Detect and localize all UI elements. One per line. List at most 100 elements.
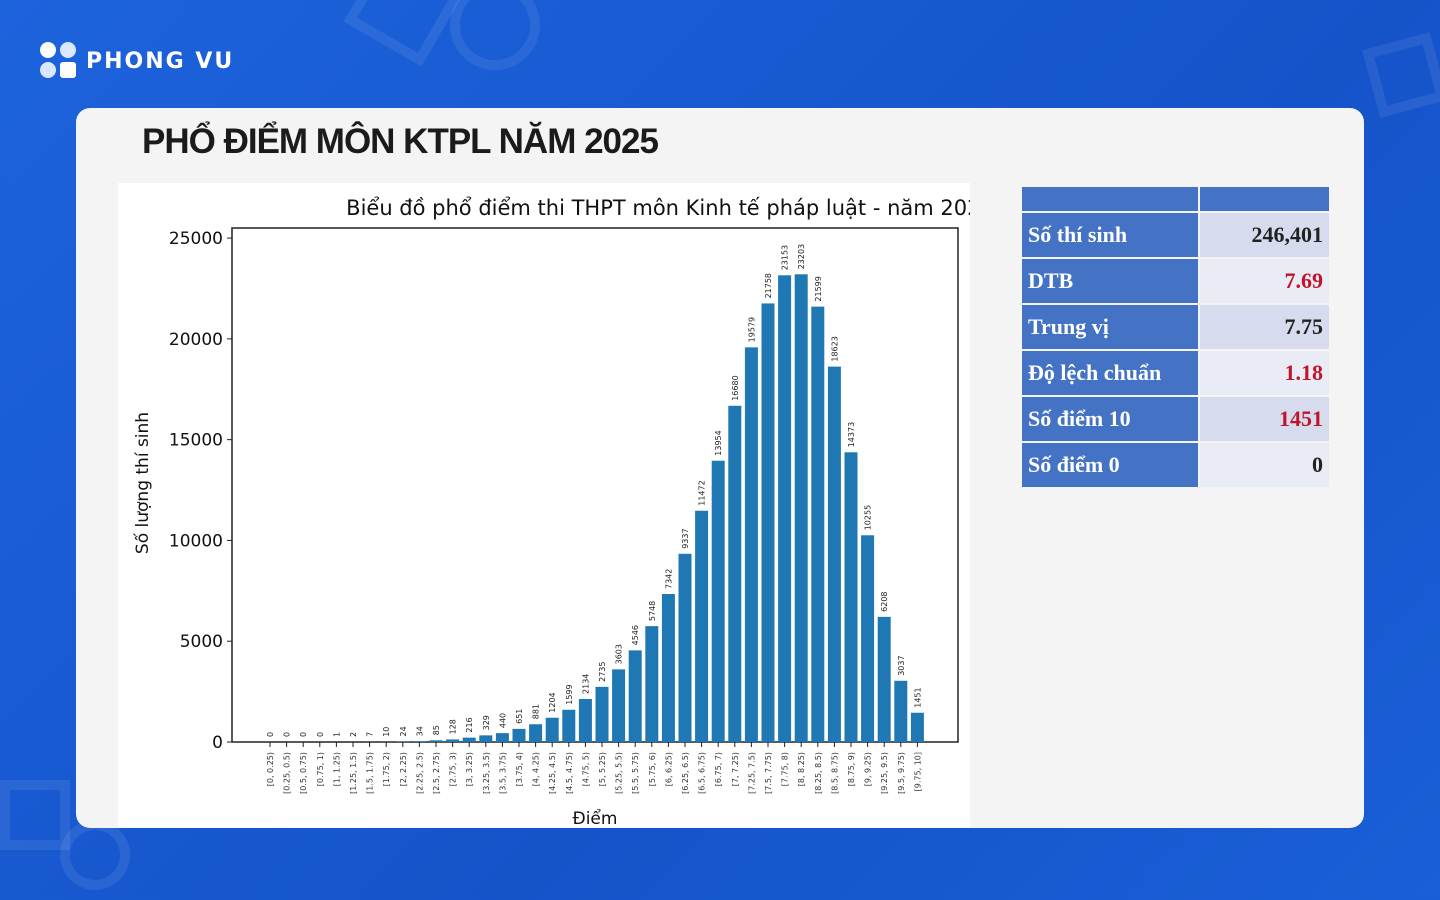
bar-value-label: 2	[349, 732, 358, 737]
bar	[811, 306, 825, 742]
x-tick-label: [5, 5.25)	[598, 752, 607, 786]
stat-value: 1.18	[1200, 351, 1329, 395]
bar	[744, 347, 758, 742]
bar	[728, 405, 742, 742]
histogram-chart: Biểu đồ phổ điểm thi THPT môn Kinh tế ph…	[132, 196, 994, 828]
x-tick-label: [6.5, 6.75)	[698, 752, 707, 794]
x-tick-label: [0.25, 0.5)	[283, 752, 292, 794]
x-tick-label: [7.75, 8)	[781, 752, 790, 786]
bar-value-label: 10255	[864, 505, 873, 530]
x-tick-label: [8.25, 8.5)	[814, 752, 823, 794]
table-row: DTB 7.69	[1022, 259, 1329, 303]
bar	[628, 650, 642, 742]
decor-square	[1362, 32, 1440, 118]
stat-label: Số điểm 10	[1022, 397, 1198, 441]
x-tick-label: [1.25, 1.5)	[349, 752, 358, 794]
stat-label: DTB	[1022, 259, 1198, 303]
header-cell	[1022, 187, 1198, 211]
bar-value-label: 440	[498, 713, 507, 728]
bar	[695, 510, 709, 742]
bar-value-label: 16680	[731, 375, 740, 400]
bar	[446, 739, 460, 742]
bar-value-label: 21758	[764, 273, 773, 298]
bar	[562, 709, 576, 742]
bar	[479, 735, 493, 742]
bar-value-label: 23153	[781, 245, 790, 270]
bar	[545, 717, 559, 742]
stat-label: Độ lệch chuẩn	[1022, 351, 1198, 395]
x-tick-label: [4.25, 4.5)	[548, 752, 557, 794]
bar-value-label: 19579	[747, 317, 756, 342]
x-tick-label: [7.25, 7.5)	[747, 752, 756, 794]
x-tick-label: [9.25, 9.5)	[880, 752, 889, 794]
bar	[529, 724, 543, 742]
stat-label: Số điểm 0	[1022, 443, 1198, 487]
stat-value: 246,401	[1200, 213, 1329, 257]
decor-circle	[60, 820, 130, 890]
y-tick-label: 10000	[169, 531, 223, 551]
x-tick-label: [1, 1.25)	[332, 752, 341, 786]
stat-value: 0	[1200, 443, 1329, 487]
x-tick-label: [3.5, 3.75)	[498, 752, 507, 794]
x-tick-label: [1.75, 2)	[382, 752, 391, 786]
bar-value-label: 329	[482, 715, 491, 730]
bar	[844, 452, 858, 742]
bar	[894, 680, 908, 742]
bar	[661, 594, 675, 742]
bar-value-label: 5748	[648, 601, 657, 621]
x-tick-label: [3.25, 3.5)	[482, 752, 491, 794]
x-tick-label: [4, 4.25)	[532, 752, 541, 786]
y-tick-label: 25000	[169, 229, 223, 249]
y-tick-label: 15000	[169, 431, 223, 451]
x-tick-label: [1.5, 1.75)	[366, 752, 375, 794]
x-tick-label: [3, 3.25)	[465, 752, 474, 786]
x-tick-label: [5.5, 5.75)	[631, 752, 640, 794]
bar	[578, 698, 592, 742]
x-tick-label: [9.5, 9.75)	[897, 752, 906, 794]
decor-square	[343, 0, 467, 67]
x-tick-label: [5.75, 6)	[648, 752, 657, 786]
x-tick-label: [2.5, 2.75)	[432, 752, 441, 794]
bar-value-label: 881	[532, 704, 541, 719]
bar-value-label: 0	[266, 732, 275, 737]
content-card: PHỔ ĐIỂM MÔN KTPL NĂM 2025 Biểu đồ phổ đ…	[76, 108, 1364, 828]
x-tick-label: [0, 0.25)	[266, 752, 275, 786]
x-tick-label: [8.5, 8.75)	[830, 752, 839, 794]
y-tick-label: 0	[212, 733, 223, 753]
chart: Biểu đồ phổ điểm thi THPT môn Kinh tế ph…	[118, 183, 994, 828]
bar	[827, 366, 841, 742]
bar-value-label: 11472	[698, 480, 707, 505]
bar-value-label: 1204	[548, 692, 557, 712]
x-tick-label: [5.25, 5.5)	[615, 752, 624, 794]
bar	[794, 274, 808, 742]
x-tick-label: [2.75, 3)	[449, 752, 458, 786]
bar-value-label: 23203	[797, 244, 806, 269]
bar-value-label: 9337	[681, 528, 690, 548]
y-tick-label: 20000	[169, 330, 223, 350]
chart-title: Biểu đồ phổ điểm thi THPT môn Kinh tế ph…	[346, 196, 970, 220]
table-row: Độ lệch chuẩn 1.18	[1022, 351, 1329, 395]
decor-circle	[450, 0, 540, 70]
bar-value-label: 0	[299, 732, 308, 737]
bar	[412, 741, 426, 742]
x-tick-label: [2.25, 2.5)	[415, 752, 424, 794]
x-tick-label: [6.25, 6.5)	[681, 752, 690, 794]
x-tick-label: [8.75, 9)	[847, 752, 856, 786]
logo-icon	[40, 42, 78, 80]
bar-value-label: 2735	[598, 662, 607, 682]
brand-name: PHONG VU	[86, 48, 235, 74]
stat-value: 7.69	[1200, 259, 1329, 303]
bar-value-label: 6208	[880, 592, 889, 612]
bar-value-label: 13954	[714, 430, 723, 455]
bar	[612, 669, 626, 742]
bar-value-label: 34	[415, 726, 424, 736]
bar-value-label: 10	[382, 727, 391, 737]
x-tick-label: [6.75, 7)	[714, 752, 723, 786]
x-tick-label: [4.5, 4.75)	[565, 752, 574, 794]
bar-value-label: 85	[432, 725, 441, 735]
x-tick-label: [7.5, 7.75)	[764, 752, 773, 794]
bar	[910, 712, 924, 742]
header-cell	[1200, 187, 1329, 211]
bar-value-label: 216	[465, 717, 474, 732]
